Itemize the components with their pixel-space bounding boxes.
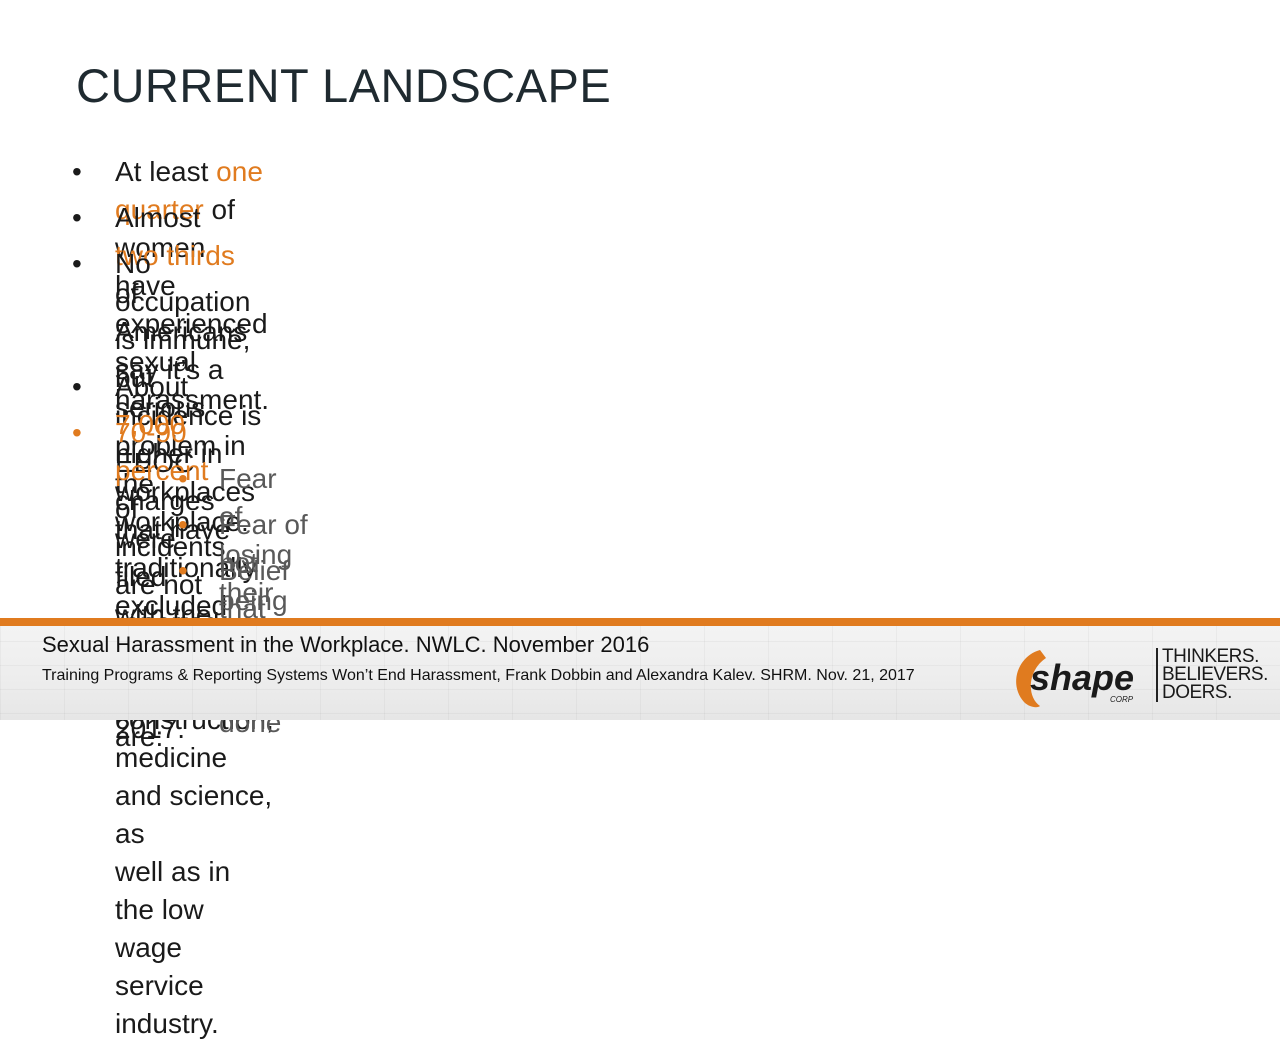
bullet-text: At least: [115, 156, 217, 187]
highlight-text: two thirds: [115, 240, 235, 271]
bullet-item: • Almost two thirds of Americans say it’…: [72, 199, 249, 541]
bullet-marker: •: [72, 202, 82, 233]
source-citation-1: Sexual Harassment in the Workplace. NWLC…: [42, 632, 650, 657]
tagline-line: BELIEVERS.: [1162, 664, 1268, 685]
tagline: THINKERS. BELIEVERS. DOERS.: [1156, 646, 1272, 703]
bullet-text: Almost: [115, 202, 201, 233]
bullet-text: of Americans say it’s a serious problem …: [115, 278, 249, 537]
bullet-marker: •: [72, 417, 82, 448]
bullet-marker: •: [178, 555, 188, 586]
bullet-marker: •: [72, 156, 82, 187]
slide-title: CURRENT LANDSCAPE: [76, 59, 612, 112]
tagline-line: THINKERS.: [1162, 646, 1259, 667]
logo-wordmark: shape: [1030, 657, 1134, 698]
highlight-text: one quarter: [115, 156, 263, 225]
footer-texture: [0, 618, 1280, 720]
footer-accent-line: [0, 618, 1280, 626]
bullet-marker: •: [178, 509, 188, 540]
footer-band: [0, 618, 1280, 720]
bullet-marker: •: [72, 371, 82, 402]
bullet-item: • At least one quarter of women have exp…: [72, 153, 270, 419]
highlight-text: 70-90 percent: [115, 417, 209, 486]
tagline-line: DOERS.: [1162, 682, 1232, 703]
shape-corp-logo: shape CORP: [1016, 650, 1134, 708]
bullet-text: well as in the low wage service industry…: [115, 856, 231, 1039]
logo-subtext: CORP: [1110, 695, 1134, 704]
bullet-text: No occupation is immune, but incidence i…: [115, 248, 262, 545]
logo-swoosh: [1016, 650, 1046, 708]
bullet-marker: •: [72, 248, 82, 279]
bullet-marker: •: [178, 463, 188, 494]
bullet-text: About: [115, 371, 189, 402]
highlight-text: 7,000: [115, 409, 186, 440]
bullet-text: of women have experienced sexual harassm…: [115, 194, 270, 415]
source-citation-2: Training Programs & Reporting Systems Wo…: [42, 667, 915, 684]
